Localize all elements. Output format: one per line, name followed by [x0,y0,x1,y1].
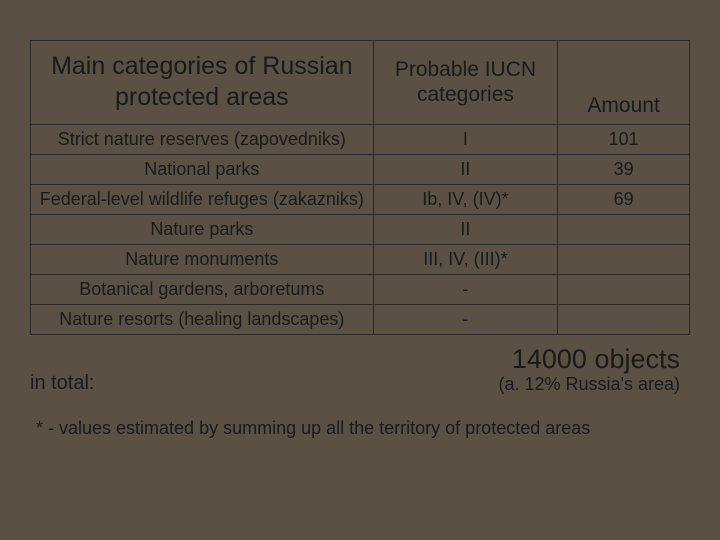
cell-category: Strict nature reserves (zapovedniks) [31,124,374,154]
cell-amount [558,214,690,244]
cell-iucn: - [373,274,558,304]
cell-amount: 69 [558,184,690,214]
cell-iucn: II [373,154,558,184]
cell-iucn: Ib, IV, (IV)* [373,184,558,214]
totals-main: 14000 objects [498,345,690,375]
cell-iucn: - [373,304,558,334]
cell-amount: 101 [558,124,690,154]
cell-category: Nature parks [31,214,374,244]
table-header-row: Main categories of Russian protected are… [31,41,690,125]
table-row: National parks II 39 [31,154,690,184]
table-row: Nature monuments III, IV, (III)* [31,244,690,274]
totals-section: in total: 14000 objects (a. 12% Russia's… [30,345,690,396]
table-row: Nature resorts (healing landscapes) - [31,304,690,334]
footnote-text: * - values estimated by summing up all t… [30,417,650,440]
cell-amount: 39 [558,154,690,184]
cell-iucn: I [373,124,558,154]
cell-category: National parks [31,154,374,184]
cell-category: Nature monuments [31,244,374,274]
cell-category: Federal-level wildlife refuges (zakaznik… [31,184,374,214]
table-row: Strict nature reserves (zapovedniks) I 1… [31,124,690,154]
totals-label: in total: [30,372,94,395]
totals-sub: (a. 12% Russia's area) [498,374,690,395]
header-amount: Amount [558,41,690,125]
totals-values: 14000 objects (a. 12% Russia's area) [498,345,690,396]
table-row: Federal-level wildlife refuges (zakaznik… [31,184,690,214]
table-row: Botanical gardens, arboretums - [31,274,690,304]
cell-amount [558,274,690,304]
table-row: Nature parks II [31,214,690,244]
cell-category: Nature resorts (healing landscapes) [31,304,374,334]
header-iucn: Probable IUCN categories [373,41,558,125]
cell-amount [558,244,690,274]
cell-iucn: III, IV, (III)* [373,244,558,274]
cell-category: Botanical gardens, arboretums [31,274,374,304]
cell-amount [558,304,690,334]
protected-areas-table: Main categories of Russian protected are… [30,40,690,335]
header-categories: Main categories of Russian protected are… [31,41,374,125]
cell-iucn: II [373,214,558,244]
